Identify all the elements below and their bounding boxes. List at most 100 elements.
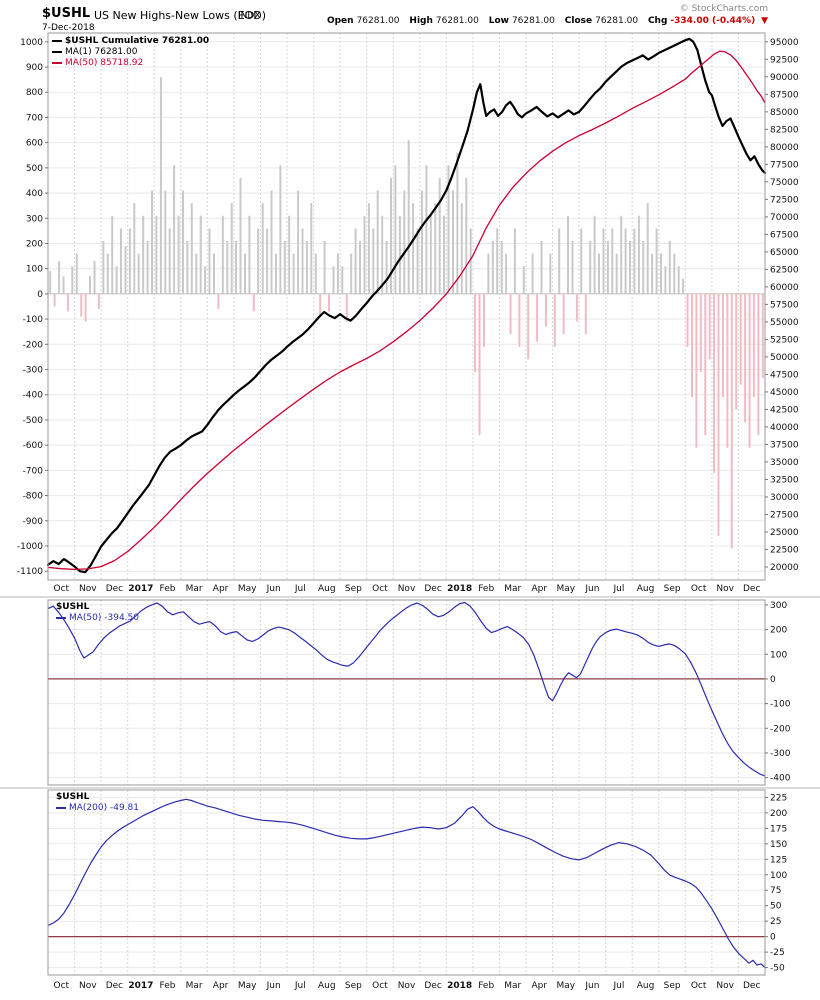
svg-text:82500: 82500 bbox=[770, 125, 799, 135]
svg-text:Dec: Dec bbox=[424, 584, 441, 594]
svg-text:500: 500 bbox=[26, 164, 43, 174]
svg-text:Nov: Nov bbox=[79, 584, 97, 594]
svg-text:Nov: Nov bbox=[398, 584, 416, 594]
ma200-panel-value-label: MA(200) -49.81 bbox=[69, 803, 139, 813]
svg-text:Oct: Oct bbox=[691, 981, 707, 991]
high-value: 76281.00 bbox=[435, 16, 479, 26]
svg-text:57500: 57500 bbox=[770, 300, 799, 310]
svg-text:-400: -400 bbox=[770, 774, 791, 784]
svg-text:75: 75 bbox=[770, 886, 781, 896]
svg-text:-100: -100 bbox=[770, 700, 791, 710]
svg-text:Sep: Sep bbox=[664, 584, 681, 594]
svg-text:40000: 40000 bbox=[770, 423, 799, 433]
svg-text:22500: 22500 bbox=[770, 545, 799, 555]
svg-text:52500: 52500 bbox=[770, 335, 799, 345]
svg-text:37500: 37500 bbox=[770, 440, 799, 450]
low-label: Low bbox=[488, 16, 509, 26]
ma200-panel-legend: $USHL MA(200) -49.81 bbox=[56, 792, 139, 814]
svg-text:35000: 35000 bbox=[770, 458, 799, 468]
svg-text:55000: 55000 bbox=[770, 318, 799, 328]
open-value: 76281.00 bbox=[356, 16, 400, 26]
svg-text:62500: 62500 bbox=[770, 265, 799, 275]
high-label: High bbox=[409, 16, 433, 26]
svg-text:Oct: Oct bbox=[372, 981, 388, 991]
svg-text:50: 50 bbox=[770, 902, 782, 912]
svg-text:72500: 72500 bbox=[770, 195, 799, 205]
svg-text:-400: -400 bbox=[23, 391, 44, 401]
svg-text:-50: -50 bbox=[770, 964, 785, 974]
svg-text:Feb: Feb bbox=[478, 584, 494, 594]
svg-text:May: May bbox=[238, 981, 257, 991]
svg-text:300: 300 bbox=[26, 214, 43, 224]
svg-text:Dec: Dec bbox=[106, 584, 123, 594]
svg-text:2017: 2017 bbox=[128, 981, 153, 991]
svg-text:25000: 25000 bbox=[770, 528, 799, 538]
svg-text:Sep: Sep bbox=[345, 584, 362, 594]
svg-text:30000: 30000 bbox=[770, 493, 799, 503]
svg-text:Sep: Sep bbox=[664, 981, 681, 991]
ma200-panel-title: $USHL bbox=[56, 792, 90, 802]
cumulative-legend-label: $USHL Cumulative 76281.00 bbox=[65, 36, 210, 46]
svg-text:-25: -25 bbox=[770, 948, 785, 958]
svg-text:-200: -200 bbox=[770, 724, 791, 734]
svg-text:67500: 67500 bbox=[770, 230, 799, 240]
svg-text:Feb: Feb bbox=[478, 981, 494, 991]
svg-text:Feb: Feb bbox=[160, 981, 176, 991]
svg-text:400: 400 bbox=[26, 189, 43, 199]
close-value: 76281.00 bbox=[595, 16, 639, 26]
ma50-panel-value-label: MA(50) -394.50 bbox=[69, 613, 139, 623]
svg-text:-1100: -1100 bbox=[17, 567, 43, 577]
svg-text:90000: 90000 bbox=[770, 73, 799, 83]
svg-text:60000: 60000 bbox=[770, 283, 799, 293]
svg-text:65000: 65000 bbox=[770, 248, 799, 258]
svg-text:87500: 87500 bbox=[770, 90, 799, 100]
svg-text:100: 100 bbox=[770, 871, 787, 881]
svg-text:-300: -300 bbox=[770, 749, 791, 759]
svg-text:May: May bbox=[238, 584, 257, 594]
ma50-panel-title: $USHL bbox=[56, 602, 90, 612]
svg-text:95000: 95000 bbox=[770, 38, 799, 48]
svg-text:225: 225 bbox=[770, 793, 787, 803]
ma1-legend-label: MA(1) 76281.00 bbox=[65, 47, 138, 57]
svg-text:Dec: Dec bbox=[424, 981, 441, 991]
svg-text:27500: 27500 bbox=[770, 510, 799, 520]
svg-text:Jun: Jun bbox=[266, 584, 281, 594]
ma50-panel-swatch bbox=[56, 616, 66, 619]
svg-text:80000: 80000 bbox=[770, 143, 799, 153]
svg-text:Mar: Mar bbox=[186, 584, 203, 594]
svg-text:100: 100 bbox=[26, 265, 43, 275]
svg-text:Dec: Dec bbox=[106, 981, 123, 991]
svg-text:700: 700 bbox=[26, 113, 43, 123]
chart-date: 7-Dec-2018 bbox=[42, 23, 95, 33]
svg-text:Oct: Oct bbox=[691, 584, 707, 594]
copyright-text: © StockCharts.com bbox=[679, 4, 768, 14]
svg-text:Nov: Nov bbox=[716, 584, 734, 594]
svg-text:Aug: Aug bbox=[318, 981, 336, 991]
ma1-line-swatch bbox=[52, 50, 62, 53]
svg-text:Jun: Jun bbox=[266, 981, 281, 991]
down-triangle-icon: ▼ bbox=[761, 16, 768, 26]
page-title-symbol: $USHL bbox=[42, 6, 91, 21]
svg-text:32500: 32500 bbox=[770, 475, 799, 485]
svg-text:Mar: Mar bbox=[186, 981, 203, 991]
svg-text:Dec: Dec bbox=[743, 584, 760, 594]
svg-text:Aug: Aug bbox=[637, 584, 655, 594]
svg-text:800: 800 bbox=[26, 88, 43, 98]
svg-text:600: 600 bbox=[26, 139, 43, 149]
svg-text:Jun: Jun bbox=[584, 584, 599, 594]
ma50-panel-legend: $USHL MA(50) -394.50 bbox=[56, 602, 139, 624]
svg-text:25: 25 bbox=[770, 917, 781, 927]
svg-text:-1000: -1000 bbox=[17, 542, 43, 552]
svg-text:70000: 70000 bbox=[770, 213, 799, 223]
svg-text:Jul: Jul bbox=[612, 584, 624, 594]
page-title-description: US New Highs-New Lows (EOD) bbox=[94, 9, 267, 22]
svg-text:-600: -600 bbox=[23, 441, 44, 451]
svg-text:100: 100 bbox=[770, 650, 787, 660]
svg-text:2017: 2017 bbox=[128, 584, 153, 594]
svg-text:0: 0 bbox=[770, 675, 776, 685]
low-value: 76281.00 bbox=[511, 16, 555, 26]
svg-text:-300: -300 bbox=[23, 366, 44, 376]
svg-text:92500: 92500 bbox=[770, 55, 799, 65]
svg-text:2018: 2018 bbox=[447, 584, 472, 594]
svg-text:Oct: Oct bbox=[54, 981, 70, 991]
